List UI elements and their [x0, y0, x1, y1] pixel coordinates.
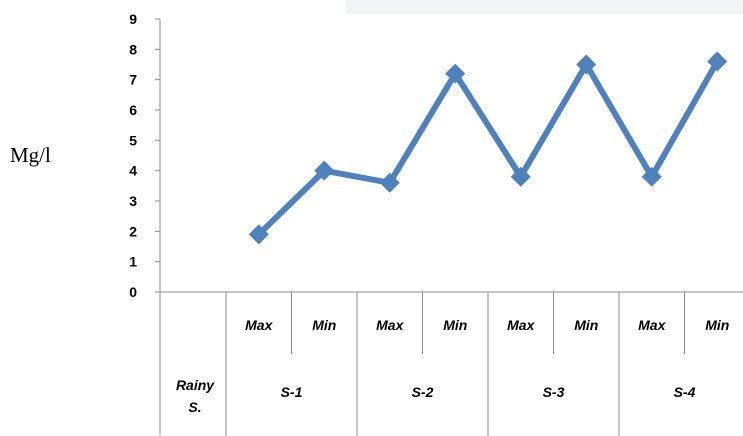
- y-tick-label: 7: [129, 72, 137, 88]
- y-tick-label: 1: [129, 254, 137, 270]
- y-tick-label: 5: [129, 132, 137, 148]
- x-axis: Max Min Max Min Max Min Max Min S-1 S-2 S-3 S-4 Rain…: [160, 291, 743, 436]
- x-tick-label: Max: [638, 317, 666, 333]
- y-tick-label: 4: [129, 163, 137, 179]
- x-group-label: S-1: [281, 384, 303, 400]
- x-tick-label: Min: [574, 317, 598, 333]
- y-tick-label: 0: [129, 284, 137, 300]
- x-tick-label: Min: [705, 317, 729, 333]
- data-point: [445, 63, 466, 84]
- data-point: [576, 54, 597, 75]
- y-axis-label: Mg/l: [10, 143, 51, 167]
- series-path: [255, 58, 721, 238]
- x-tick-label: Max: [245, 317, 273, 333]
- x-tick-label: Max: [507, 317, 535, 333]
- x-season-label: Rainy: [176, 377, 215, 393]
- y-tick-label: 3: [129, 193, 137, 209]
- x-season-label: S.: [188, 399, 201, 415]
- y-tick-label: 6: [129, 102, 137, 118]
- data-point: [707, 51, 728, 72]
- data-point: [314, 160, 335, 181]
- y-tick-label: 2: [129, 223, 137, 239]
- x-tick-label: Max: [376, 317, 404, 333]
- data-point: [641, 166, 662, 187]
- series-line: [248, 51, 728, 245]
- data-point: [248, 224, 269, 245]
- x-tick-label: Min: [312, 317, 336, 333]
- y-axis: 0 1 2 3 4 5 6 7 8 9: [129, 11, 161, 435]
- x-group-label: S-4: [674, 384, 696, 400]
- data-point: [510, 166, 531, 187]
- y-tick-label: 8: [129, 41, 137, 57]
- x-group-label: S-2: [412, 384, 434, 400]
- data-point: [379, 172, 400, 193]
- x-tick-label: Min: [443, 317, 467, 333]
- legend-area: [346, 0, 743, 14]
- y-tick-label: 9: [129, 11, 137, 27]
- x-group-label: S-3: [543, 384, 565, 400]
